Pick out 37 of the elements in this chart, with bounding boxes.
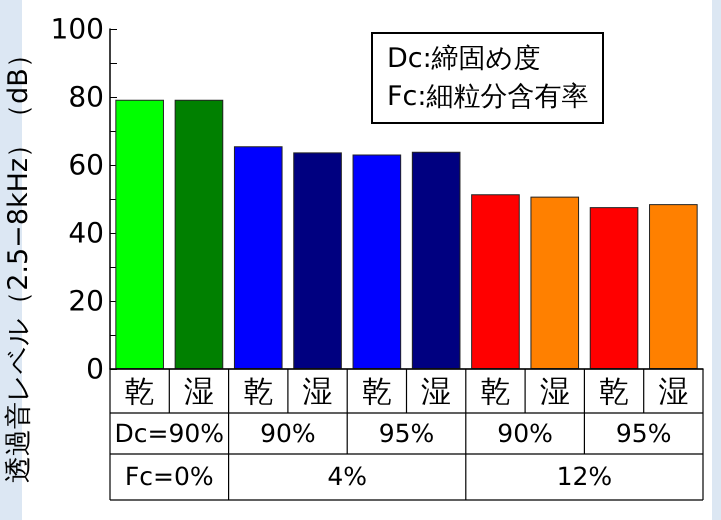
- bar: [115, 100, 164, 369]
- text: 90%: [496, 418, 554, 450]
- x-tick-label: 乾: [243, 374, 274, 410]
- x-tick-label: 湿: [658, 374, 688, 410]
- bar: [530, 196, 580, 369]
- y-tick-label: 0: [86, 352, 104, 386]
- text: 95%: [614, 418, 672, 450]
- text: 90%: [259, 418, 317, 450]
- text: Fc=0%: [124, 461, 215, 493]
- bar: [590, 207, 638, 369]
- x-tick-label: 乾: [362, 374, 392, 410]
- x-tick-label: 湿: [302, 374, 333, 410]
- bar: [293, 152, 342, 369]
- x-tick-label: 乾: [599, 374, 630, 410]
- text: Dc=90%: [114, 418, 226, 450]
- bar: [471, 194, 520, 369]
- bar: [174, 100, 224, 369]
- bar: [412, 152, 460, 369]
- x-tick-label: 乾: [124, 374, 155, 410]
- annotation: Fc:細粒分含有率: [387, 80, 588, 114]
- y-tick-label: 20: [68, 284, 104, 318]
- x-tick-label: 乾: [480, 374, 510, 410]
- y-tick-label: 60: [68, 148, 104, 182]
- y-tick-label: 80: [68, 80, 104, 114]
- bar: [352, 154, 402, 369]
- bar: [649, 204, 698, 369]
- annotation: Dc:締固め度: [387, 42, 542, 76]
- x-tick-label: 湿: [184, 374, 214, 410]
- x-tick-label: 湿: [421, 374, 452, 410]
- text: 12%: [556, 461, 614, 493]
- y-axis-title: 透過音レベル（2.5−8kHz）（dB）: [2, 41, 35, 483]
- text: 95%: [378, 418, 436, 450]
- x-tick-label: 湿: [540, 374, 570, 410]
- bar: [234, 146, 283, 369]
- y-tick-label: 100: [50, 12, 104, 46]
- text: 4%: [326, 461, 368, 493]
- y-tick-label: 40: [68, 216, 104, 250]
